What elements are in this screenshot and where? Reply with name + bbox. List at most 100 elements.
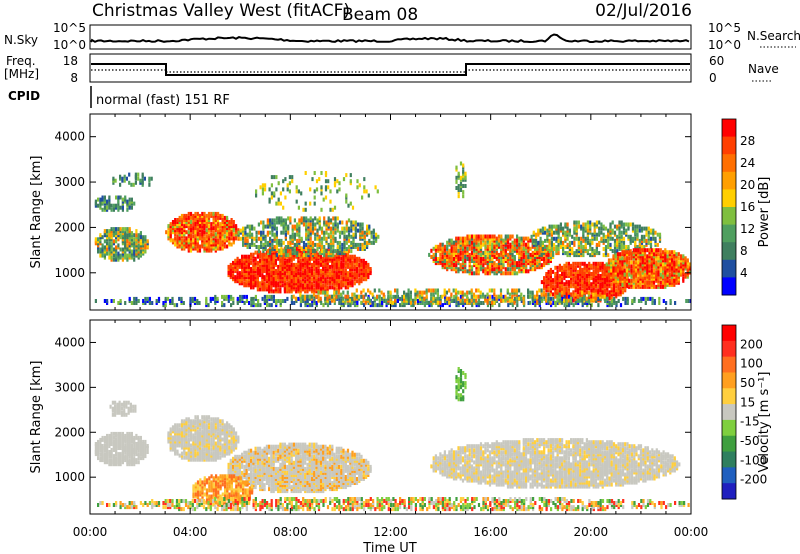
power-cell	[559, 236, 562, 241]
power-cell	[112, 176, 115, 181]
power-cell	[619, 278, 622, 283]
power-cell	[486, 269, 489, 274]
power-cell	[686, 258, 689, 263]
power-cell	[128, 247, 131, 252]
power-cell	[171, 296, 174, 301]
power-cell	[121, 176, 124, 181]
power-cell	[621, 282, 624, 287]
power-cell	[336, 228, 339, 233]
power-cell	[205, 246, 208, 251]
power-cell	[664, 254, 667, 259]
power-cell	[571, 234, 574, 239]
power-cell	[610, 299, 614, 303]
power-cell	[457, 190, 460, 195]
power-cell	[244, 236, 247, 241]
power-cell	[464, 171, 467, 176]
power-cell	[313, 283, 316, 288]
power-cell	[229, 262, 232, 267]
power-cell	[619, 272, 622, 277]
power-cell	[322, 285, 325, 290]
power-cell	[256, 252, 259, 257]
power-cell	[658, 234, 662, 239]
power-cell	[344, 252, 347, 257]
power-cell	[284, 195, 287, 200]
power-cell	[525, 244, 528, 249]
power-cell	[332, 230, 335, 235]
power-cell	[550, 224, 553, 229]
power-cell	[559, 226, 562, 231]
power-cell	[618, 224, 621, 229]
power-cell	[643, 258, 647, 263]
power-cell	[341, 230, 344, 235]
power-cell	[185, 222, 188, 227]
power-cell	[464, 269, 467, 274]
power-cell	[315, 252, 318, 257]
power-cell	[236, 267, 239, 271]
power-cell	[553, 224, 556, 229]
power-cell	[232, 277, 235, 282]
power-cell	[486, 294, 490, 299]
power-cell	[260, 220, 263, 225]
power-cell	[491, 294, 494, 299]
power-cell	[257, 249, 260, 254]
power-cell	[325, 230, 328, 235]
power-cell	[644, 296, 647, 301]
power-cell	[205, 222, 208, 227]
power-cell	[254, 303, 257, 308]
power-cell	[575, 220, 578, 225]
power-cell	[568, 249, 571, 254]
power-cell	[266, 240, 269, 245]
power-cell	[471, 303, 474, 308]
power-cell	[634, 264, 638, 269]
power-cell	[643, 282, 647, 287]
power-cell	[354, 226, 357, 231]
power-cell	[194, 228, 197, 233]
power-cell	[297, 281, 300, 286]
power-cell	[108, 229, 111, 234]
power-cell	[548, 245, 551, 249]
power-cell	[636, 228, 639, 233]
power-cell	[115, 247, 118, 252]
power-cell	[106, 241, 109, 246]
power-cell	[516, 234, 519, 239]
power-cell	[623, 264, 626, 269]
power-cell	[399, 303, 402, 308]
power-cell	[558, 286, 561, 291]
power-cell	[346, 271, 350, 276]
power-cell	[401, 299, 404, 303]
power-cell	[403, 303, 406, 308]
power-cell	[128, 237, 131, 242]
power-cell	[600, 238, 603, 243]
power-cell	[245, 256, 248, 261]
power-cell	[539, 236, 542, 241]
power-cell	[455, 250, 458, 255]
power-cell	[609, 230, 612, 235]
power-cell	[325, 220, 328, 225]
power-cell	[673, 282, 676, 287]
power-cell	[654, 230, 657, 235]
power-cell	[305, 224, 308, 229]
power-cell	[648, 272, 651, 277]
power-cell	[246, 238, 249, 243]
power-cell	[320, 301, 323, 305]
power-cell	[565, 261, 568, 266]
power-cell	[356, 242, 360, 247]
power-cell	[564, 251, 567, 256]
power-cell	[616, 249, 619, 254]
power-cell	[601, 269, 604, 274]
power-cell	[475, 244, 478, 249]
power-cell	[363, 230, 366, 235]
power-cell	[457, 244, 460, 249]
power-cell	[621, 272, 624, 277]
power-cell	[318, 177, 321, 182]
power-cell	[607, 238, 610, 243]
power-cell	[516, 238, 519, 243]
power-cell	[130, 243, 133, 248]
power-cell	[311, 249, 315, 254]
power-cell	[241, 271, 244, 276]
power-cell	[265, 285, 268, 290]
power-cell	[624, 276, 627, 281]
power-cell	[137, 176, 140, 181]
power-cell	[254, 256, 257, 261]
power-cell	[245, 267, 248, 271]
